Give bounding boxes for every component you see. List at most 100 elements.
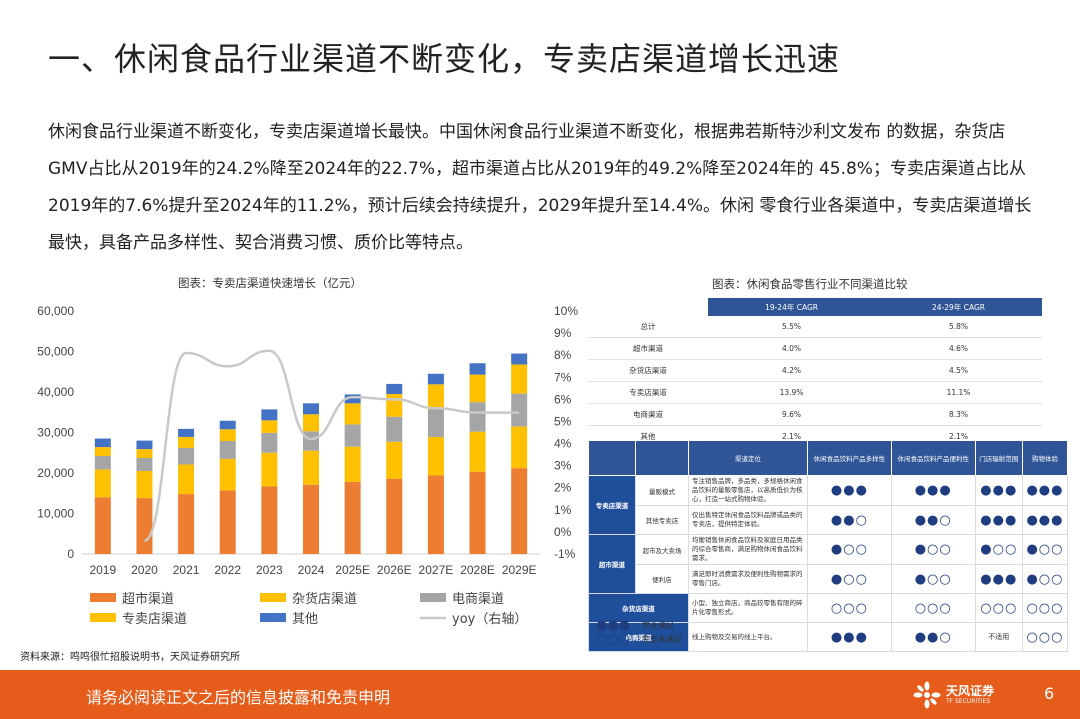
- bar-segment: [469, 431, 486, 472]
- table-row: 专卖店渠道 量贩模式 专注销售品牌，多品类，多规格休闲食品饮料的量贩零售店，以高…: [588, 475, 1069, 535]
- channel-subtype: 便利店: [635, 564, 689, 594]
- paragraph-line: 的数据，杂货店GMV占比从2019年的24.2%降至2024年的22.7%，超市…: [48, 122, 1006, 179]
- bar-segment: [511, 393, 528, 427]
- table-cell: 13.9%: [708, 381, 876, 404]
- comparison-header: 休闲食品饮料产品多样性: [807, 440, 892, 476]
- rating-legend-symbol: ●●●: [596, 617, 631, 633]
- y2-tick-label: -1%: [554, 547, 576, 561]
- paragraph-line: 零食行业各渠道中，专卖店渠道增长最快，具备产品多样性、契合消费习惯、质价比等特点…: [48, 196, 1032, 253]
- bar-segment: [178, 428, 195, 437]
- bar-segment: [94, 469, 111, 498]
- x-tick-label: 2024: [298, 563, 325, 577]
- bar-segment: [94, 447, 111, 456]
- x-tick-label: 2029E: [502, 563, 537, 577]
- rating-dots: ●○○: [807, 564, 892, 594]
- y-tick-label: 40,000: [37, 385, 74, 399]
- table-cell: 11.1%: [875, 381, 1042, 404]
- y-tick-label: 50,000: [37, 345, 74, 359]
- y2-tick-label: 7%: [554, 370, 572, 384]
- channel-subtype: 量贩模式: [635, 475, 689, 506]
- y2-tick-label: 6%: [554, 392, 572, 406]
- rating-dots: ○○○: [807, 593, 892, 623]
- bar-segment: [427, 384, 444, 410]
- page-title: 一、休闲食品行业渠道不断变化，专卖店渠道增长迅速: [48, 40, 841, 78]
- y2-tick-label: 9%: [554, 326, 572, 340]
- legend-label: 超市渠道: [122, 591, 174, 607]
- rating-dots: ●○○: [807, 534, 892, 565]
- y2-tick-label: 0%: [554, 525, 572, 539]
- bar-segment: [427, 475, 444, 554]
- yoy-line: [143, 349, 520, 542]
- rating-dots: ●●●: [807, 475, 892, 506]
- bar-segment: [219, 429, 236, 442]
- channel-growth-chart: 0 10,000 20,000 30,000 40,000 50,000 60,000 -1%…: [37, 304, 578, 627]
- bar-segment: [344, 424, 361, 447]
- bar-segment: [386, 394, 403, 417]
- cagr-header: 24-29年 CAGR: [875, 298, 1042, 316]
- bar-segment: [427, 436, 444, 476]
- bar-segment: [261, 420, 278, 433]
- rating-legend-item: ●●● 完全满足: [596, 617, 682, 633]
- bar-segment: [469, 402, 486, 432]
- legend-swatch: [260, 613, 286, 622]
- cagr-header: 19-24年 CAGR: [708, 298, 876, 316]
- legend-swatch: [90, 593, 116, 602]
- table-cell: 5.5%: [708, 316, 876, 338]
- tf-logo-icon: [913, 681, 941, 709]
- channel-category: 杂货店渠道: [588, 593, 689, 623]
- table-cell: 9.6%: [708, 403, 876, 426]
- channel-description: 满足即时消费需求及便利性购物需求的零售门店。: [688, 564, 808, 594]
- y-tick-label: 0: [67, 547, 74, 561]
- brand-name: 天风证券: [946, 684, 995, 698]
- bar-segment: [344, 394, 361, 404]
- table-row: 总计 5.5% 5.8%: [588, 316, 1042, 338]
- x-tick-label: 2028E: [460, 563, 495, 577]
- channel-category: 电商渠道: [588, 622, 689, 652]
- bar-segment: [386, 441, 403, 479]
- table-row: 杂货店渠道 4.2% 4.5%: [588, 359, 1042, 382]
- table-row: 超市渠道 4.0% 4.6%: [588, 337, 1042, 360]
- x-tick-label: 2020: [131, 563, 158, 577]
- channel-description: 线上购物及交易的线上平台。: [688, 622, 808, 652]
- rating-legend-label: 完全满足: [642, 620, 674, 630]
- source-note: 资料来源：鸣鸣很忙招股说明书，天风证券研究所: [20, 652, 240, 663]
- x-tick-label: 2025E: [335, 563, 370, 577]
- rating-legend-symbol: ○○○: [596, 631, 631, 647]
- footer-bar: 请务必阅读正文之后的信息披露和免责申明 天风证券 TF SECURITIES 6: [0, 670, 1080, 719]
- rating-text: 不适用: [974, 622, 1023, 652]
- channel-description: 仅出售特定休闲食品饮料品牌或品类的专卖店，提供特定体验。: [688, 505, 808, 535]
- disclaimer-link[interactable]: 请务必阅读正文之后的信息披露和免责申明: [86, 688, 391, 707]
- table-caption: 图表：休闲食品零售行业不同渠道比较: [712, 277, 908, 291]
- bar-segment: [94, 455, 111, 470]
- comparison-header: [635, 440, 689, 476]
- table-cell: 超市渠道: [588, 337, 709, 360]
- cagr-table: 19-24年 CAGR 24-29年 CAGR 总计 5.5% 5.8% 超市渠道 4…: [588, 298, 1042, 448]
- comparison-header: [588, 440, 636, 476]
- bar-segment: [511, 426, 528, 469]
- rating-dots: ●●○: [890, 505, 976, 535]
- bar-segment: [511, 364, 528, 394]
- legend-label: 电商渠道: [452, 592, 504, 607]
- channel-subtype: 超市及大卖场: [635, 534, 689, 565]
- rating-dots: ○○○: [1021, 593, 1069, 623]
- table-cell: 5.8%: [875, 316, 1042, 338]
- rating-dots: ●●●: [974, 475, 1023, 506]
- rating-dots: ●●●: [807, 622, 892, 652]
- bar-segment: [303, 414, 319, 432]
- table-row: 超市渠道 超市及大卖场 均衡销售休闲食品饮料及家庭日用品类的综合零售商，满足购物…: [588, 534, 1069, 594]
- y-tick-label: 10,000: [37, 507, 74, 521]
- table-cell: 电商渠道: [588, 403, 709, 426]
- rating-dots: ●●●: [1021, 475, 1069, 506]
- legend-label: yoy（右轴）: [452, 612, 527, 627]
- table-cell: 4.0%: [708, 337, 876, 360]
- table-cell: 8.3%: [875, 403, 1042, 426]
- channel-category: 专卖店渠道: [588, 475, 636, 535]
- bar-segment: [469, 374, 486, 403]
- chart-caption: 图表：专卖店渠道快速增长（亿元）: [178, 276, 362, 290]
- x-tick-label: 2019: [89, 563, 116, 577]
- cagr-header-blank: [588, 298, 709, 316]
- bar-segment: [303, 450, 319, 485]
- comparison-header: 休闲食品饮料产品便利性: [890, 440, 976, 476]
- table-cell: 4.6%: [875, 337, 1042, 360]
- legend-swatch: [90, 613, 116, 622]
